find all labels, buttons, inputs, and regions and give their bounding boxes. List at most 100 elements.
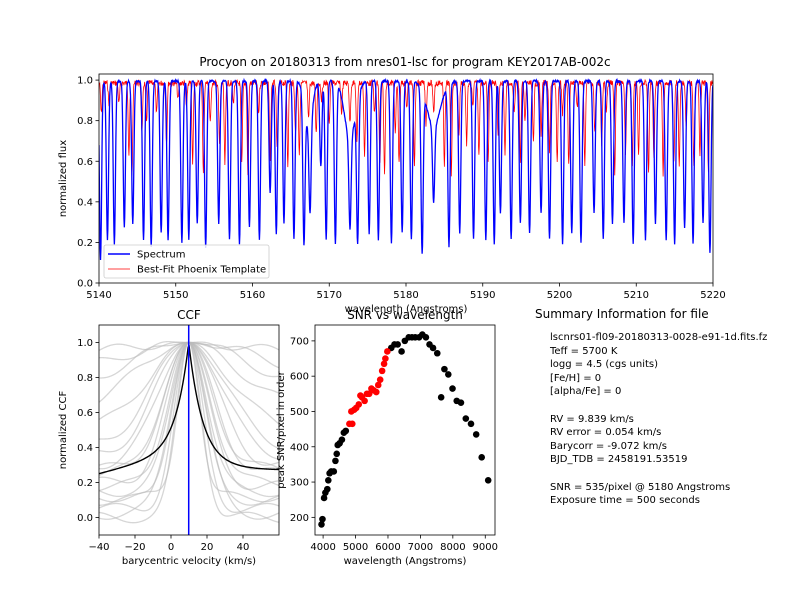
ccf-xtick-label: 0 — [168, 542, 174, 553]
ccf-ytick-label: 0.0 — [77, 513, 93, 524]
snr-point-fit — [378, 367, 386, 375]
snr-point-fit — [373, 388, 380, 396]
snr-point — [478, 454, 486, 461]
spectrum-ytick-label: 0.6 — [77, 157, 93, 168]
ccf-ytick-label: 0.4 — [77, 443, 93, 454]
ccf-xlabel: barycentric velocity (km/s) — [122, 556, 256, 567]
spectrum-ylabel: normalized flux — [58, 140, 69, 217]
summary-line: [Fe/H] = 0 — [550, 372, 602, 384]
snr-point — [325, 476, 332, 484]
snr-ytick-label: 500 — [290, 407, 309, 418]
summary-block: lscnrs01-fl09-20180313-0028-e91-1d.fits.… — [550, 331, 785, 508]
legend-box — [103, 244, 270, 279]
ccf-title: CCF — [177, 308, 201, 322]
ccf-xtick-label: 20 — [201, 542, 214, 553]
spectrum-xtick-label: 5220 — [700, 290, 725, 301]
spectrum-ytick-label: 0.4 — [77, 197, 93, 208]
figure-title: Procyon on 20180313 from nres01-lsc for … — [199, 55, 610, 69]
ccf-ytick-label: 1.0 — [77, 338, 93, 349]
ccf-ytick-label: 0.2 — [77, 478, 93, 489]
snr-point — [484, 476, 492, 484]
ccf-panel: −40 −20 0 20 40 0.0 0.2 0.4 0.6 0.8 1.0 barycentric… — [58, 308, 280, 567]
snr-title: SNR vs wavelength — [347, 308, 463, 322]
snr-point-fit — [365, 390, 373, 398]
spectrum-xtick-label: 5170 — [317, 290, 342, 301]
snr-point-fit — [376, 376, 384, 384]
snr-point-fit — [374, 381, 382, 389]
snr-xtick-label: 5000 — [343, 542, 368, 553]
snr-point — [472, 431, 480, 438]
snr-point — [319, 515, 326, 523]
spectrum-legend: Spectrum Best-Fit Phoenix Template — [103, 244, 270, 279]
snr-ytick-label: 600 — [290, 372, 309, 383]
snr-point-fit — [349, 420, 356, 428]
summary-spacer — [550, 467, 785, 481]
snr-point — [398, 348, 405, 355]
ccf-ytick-label: 0.6 — [77, 408, 93, 419]
snr-point — [320, 494, 328, 502]
spectrum-xtick-label: 5150 — [163, 290, 188, 301]
snr-ylabel: peak SNR/pixel in order — [276, 370, 287, 488]
summary-line: Barycorr = -9.072 km/s — [550, 440, 667, 452]
snr-point — [429, 344, 437, 352]
snr-ytick-label: 300 — [290, 478, 309, 489]
snr-point-fit — [361, 397, 368, 405]
snr-point — [441, 365, 448, 373]
snr-point-fit — [382, 355, 389, 362]
snr-point — [332, 457, 339, 465]
spectrum-xtick-label: 5190 — [470, 290, 495, 301]
snr-point — [467, 420, 475, 428]
snr-point — [437, 394, 445, 401]
ccf-xtick-label: 40 — [237, 542, 250, 553]
snr-xtick-label: 6000 — [375, 542, 400, 553]
summary-line: SNR = 535/pixel @ 5180 Angstroms — [550, 481, 731, 493]
snr-point — [318, 521, 325, 528]
summary-line: lscnrs01-fl09-20180313-0028-e91-1d.fits.… — [550, 332, 768, 343]
spectrum-ytick-label: 0.0 — [77, 279, 93, 290]
summary-line: RV error = 0.054 km/s — [550, 427, 662, 439]
snr-point — [324, 485, 331, 493]
spectrum-ytick-label: 0.2 — [77, 238, 93, 249]
ccf-xtick-label: −20 — [124, 542, 145, 553]
summary-spacer — [550, 399, 785, 413]
spectrum-series-line — [99, 77, 713, 261]
snr-point — [330, 468, 338, 475]
snr-point-fit — [355, 401, 363, 408]
snr-point-fit — [380, 360, 388, 368]
snr-xtick-label: 9000 — [473, 542, 498, 553]
summary-line: [alpha/Fe] = 0 — [550, 386, 622, 398]
snr-point — [333, 450, 341, 458]
snr-point — [342, 427, 350, 435]
legend-template-label: Best-Fit Phoenix Template — [137, 265, 266, 276]
summary-line: RV = 9.839 km/s — [550, 413, 634, 425]
spectrum-xtick-label: 5210 — [624, 290, 649, 301]
snr-point — [422, 334, 430, 341]
snr-axes-frame — [314, 324, 496, 536]
snr-point — [338, 436, 346, 444]
snr-point — [394, 341, 402, 348]
summary-title: Summary Information for file — [535, 307, 709, 321]
snr-xlabel: wavelength (Angstroms) — [344, 556, 467, 567]
snr-xtick-label: 4000 — [310, 542, 335, 553]
summary-line: Teff = 5700 K — [550, 345, 618, 357]
spectrum-ytick-label: 0.8 — [77, 116, 93, 127]
snr-xtick-label: 8000 — [440, 542, 465, 553]
template-series-line — [99, 78, 713, 177]
snr-ytick-label: 200 — [290, 513, 309, 524]
snr-ytick-label: 700 — [290, 336, 309, 347]
snr-xtick-label: 7000 — [408, 542, 433, 553]
ccf-xtick-label: −40 — [88, 542, 109, 553]
spectrum-xlabel: wavelength (Angstroms) — [345, 304, 468, 315]
spectrum-xtick-label: 5140 — [86, 290, 111, 301]
ccf-ylabel: normalized CCF — [58, 391, 69, 470]
spectrum-xtick-label: 5180 — [393, 290, 418, 301]
summary-line: Exposure time = 500 seconds — [550, 495, 700, 507]
spectrum-xtick-label: 5200 — [547, 290, 572, 301]
snr-point — [433, 349, 441, 357]
spectrum-panel: 5140 5150 5160 5170 5180 5190 5200 5210 5220 0.0 0… — [58, 73, 726, 315]
snr-point — [462, 415, 470, 422]
ccf-axes-frame — [98, 324, 280, 536]
snr-point — [449, 385, 456, 392]
spectrum-xtick-label: 5160 — [240, 290, 265, 301]
snr-point — [445, 371, 452, 378]
